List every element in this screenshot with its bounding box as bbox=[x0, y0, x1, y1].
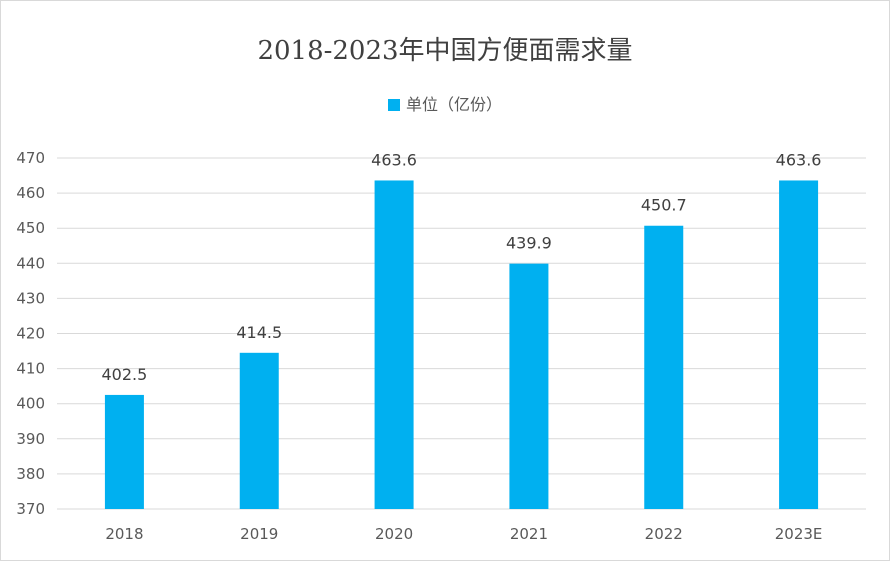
bar bbox=[644, 225, 684, 510]
x-tick-label: 2021 bbox=[510, 525, 548, 543]
y-tick-label: 370 bbox=[16, 500, 45, 518]
x-tick-label: 2018 bbox=[105, 525, 143, 543]
bar bbox=[509, 263, 549, 509]
data-label: 450.7 bbox=[641, 196, 687, 215]
x-tick-label: 2022 bbox=[645, 525, 683, 543]
y-tick-label: 460 bbox=[16, 184, 45, 202]
data-label: 402.5 bbox=[102, 365, 148, 384]
data-label: 463.6 bbox=[776, 150, 822, 169]
legend: 单位（亿份） bbox=[0, 91, 890, 115]
bar bbox=[104, 394, 144, 509]
y-tick-label: 450 bbox=[16, 219, 45, 237]
y-tick-label: 410 bbox=[16, 360, 45, 378]
y-tick-label: 430 bbox=[16, 289, 45, 307]
bar bbox=[239, 352, 279, 509]
y-tick-label: 380 bbox=[16, 465, 45, 483]
bar bbox=[374, 180, 414, 510]
legend-label: 单位（亿份） bbox=[405, 95, 502, 114]
x-tick-label: 2020 bbox=[375, 525, 413, 543]
y-tick-label: 390 bbox=[16, 430, 45, 448]
legend-swatch bbox=[387, 99, 400, 111]
bar bbox=[779, 180, 819, 510]
x-tick-label: 2023E bbox=[775, 525, 823, 543]
y-tick-label: 400 bbox=[16, 395, 45, 413]
data-label: 463.6 bbox=[371, 150, 417, 169]
y-tick-label: 420 bbox=[16, 325, 45, 343]
data-label: 414.5 bbox=[236, 323, 282, 342]
chart-title: 2018-2023年中国方便面需求量 bbox=[257, 36, 633, 66]
x-tick-label: 2019 bbox=[240, 525, 278, 543]
data-label: 439.9 bbox=[506, 234, 552, 253]
y-tick-label: 440 bbox=[16, 254, 45, 272]
y-tick-label: 470 bbox=[16, 149, 45, 167]
